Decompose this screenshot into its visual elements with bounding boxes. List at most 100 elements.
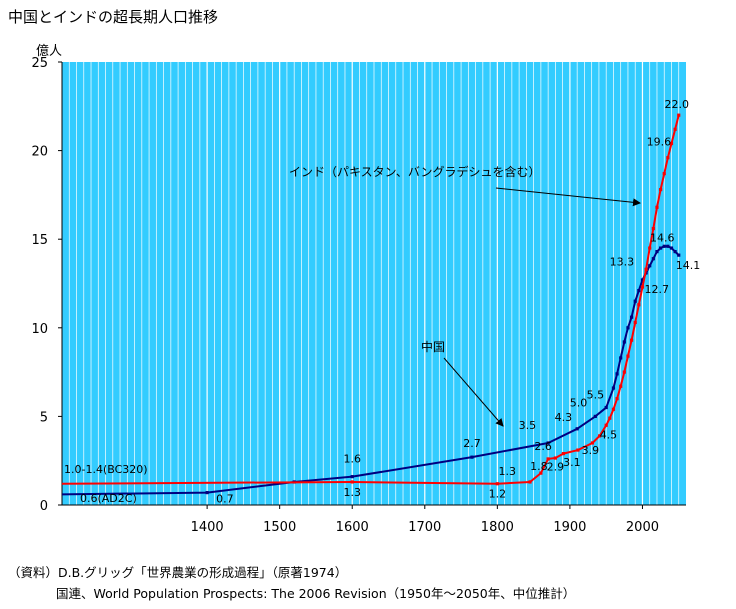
y-tick-label: 5 bbox=[40, 410, 48, 425]
china-data-point bbox=[470, 455, 474, 459]
y-axis-unit-label: 億人 bbox=[36, 44, 63, 59]
y-tick-label: 20 bbox=[31, 145, 48, 160]
china-data-point bbox=[669, 246, 674, 250]
china-data-label: 4.3 bbox=[555, 411, 573, 424]
india-data-label: 4.5 bbox=[600, 428, 618, 441]
india-data-point bbox=[629, 338, 634, 342]
india-data-point bbox=[677, 113, 681, 117]
india-data-label: 1.8 bbox=[530, 460, 548, 473]
india-annotation-arrow bbox=[495, 187, 641, 207]
china-annotation: 中国 bbox=[421, 339, 445, 354]
china-data-label: 14.6 bbox=[650, 231, 675, 244]
china-data-point bbox=[546, 441, 550, 445]
india-data-point bbox=[553, 456, 557, 460]
china-data-point bbox=[622, 340, 626, 344]
china-data-point bbox=[350, 475, 354, 479]
india-data-label: 13.3 bbox=[610, 255, 635, 268]
india-data-point bbox=[659, 187, 663, 192]
gridlines bbox=[68, 62, 680, 505]
india-data-point bbox=[644, 267, 648, 271]
x-tick-label: 1900 bbox=[553, 520, 586, 535]
ancient-india-label: 1.0-1.4(BC320) bbox=[64, 463, 148, 476]
series-layer bbox=[61, 113, 681, 496]
india-data-point bbox=[546, 457, 550, 461]
china-data-point bbox=[626, 326, 630, 330]
source-line-2: 国連、World Population Prospects: The 2006 … bbox=[56, 586, 576, 601]
x-axis-ticks: 1400 1500 1600 1700 1800 1900 2000 bbox=[191, 505, 659, 535]
india-data-point bbox=[604, 423, 608, 427]
china-data-point bbox=[593, 414, 597, 418]
china-data-point bbox=[655, 250, 659, 254]
x-tick-label: 1700 bbox=[408, 520, 441, 535]
china-data-point bbox=[666, 244, 670, 248]
india-data-point bbox=[528, 480, 532, 484]
india-data-label: 1.2 bbox=[489, 488, 507, 501]
y-tick-label: 25 bbox=[31, 56, 48, 71]
china-data-point bbox=[659, 246, 663, 250]
china-data-point bbox=[637, 288, 641, 293]
annotation-layer: 中国 インド（パキスタン、バングラデシュを含む） 0.6(AD2C) 1.0-1… bbox=[64, 164, 641, 505]
india-data-point bbox=[673, 127, 677, 131]
china-data-point bbox=[575, 427, 579, 431]
india-data-point bbox=[640, 285, 645, 289]
india-data-point bbox=[539, 471, 543, 475]
india-data-point bbox=[615, 397, 619, 401]
india-data-point bbox=[648, 246, 652, 250]
india-data-point bbox=[669, 141, 674, 146]
china-data-label: 12.7 bbox=[644, 283, 669, 296]
china-data-label: 5.0 bbox=[570, 396, 588, 409]
china-data-label: 2.7 bbox=[463, 437, 481, 450]
china-data-point bbox=[648, 264, 652, 268]
china-annotation-arrow bbox=[443, 357, 504, 427]
x-tick-label: 2000 bbox=[626, 520, 659, 535]
india-data-point bbox=[576, 448, 580, 452]
india-data-label: 2.9 bbox=[547, 461, 565, 474]
india-data-point bbox=[590, 441, 594, 445]
data-labels: 0.7 1.6 2.7 3.5 4.3 5.05.5 12.7 14.6 14.1 1.3 1.2 1… bbox=[216, 98, 700, 505]
china-data-point bbox=[604, 405, 608, 410]
chart-title: 中国とインドの超長期人口推移 bbox=[8, 8, 219, 26]
india-data-point bbox=[637, 303, 641, 307]
china-data-point bbox=[673, 250, 677, 254]
china-data-point bbox=[633, 299, 637, 303]
china-data-point bbox=[615, 372, 619, 376]
india-data-point bbox=[655, 205, 659, 209]
china-data-label: 1.6 bbox=[343, 453, 361, 466]
india-data-point bbox=[608, 416, 612, 420]
china-data-point bbox=[629, 315, 634, 319]
x-tick-label: 1800 bbox=[481, 520, 514, 535]
india-data-point bbox=[662, 172, 666, 176]
x-tick-label: 1400 bbox=[191, 520, 224, 535]
x-tick-label: 1600 bbox=[336, 520, 369, 535]
china-data-point bbox=[619, 356, 623, 360]
x-tick-label: 1500 bbox=[263, 520, 296, 535]
y-tick-label: 10 bbox=[31, 322, 48, 337]
china-data-point bbox=[662, 244, 666, 248]
y-tick-label: 0 bbox=[40, 499, 48, 514]
china-data-point bbox=[677, 253, 681, 257]
ancient-china-label: 0.6(AD2C) bbox=[80, 492, 137, 505]
india-data-point bbox=[598, 434, 602, 438]
india-data-label: 2.6 bbox=[534, 440, 552, 453]
india-data-label: 3.1 bbox=[563, 456, 581, 469]
source-line-1: （資料）D.B.グリッグ「世界農業の形成過程」（原著1974） bbox=[8, 565, 348, 580]
india-data-label: 1.3 bbox=[499, 465, 517, 478]
india-data-point bbox=[626, 354, 630, 358]
china-data-point bbox=[611, 386, 616, 390]
china-data-point bbox=[640, 278, 645, 282]
india-data-point bbox=[666, 156, 670, 160]
y-tick-label: 15 bbox=[31, 233, 48, 248]
china-data-label: 5.5 bbox=[587, 389, 605, 402]
india-data-point bbox=[495, 482, 499, 486]
india-data-point bbox=[651, 226, 655, 231]
india-data-point bbox=[561, 452, 565, 456]
india-data-label: 3.9 bbox=[582, 444, 600, 457]
india-data-point bbox=[633, 320, 637, 325]
china-data-label: 14.1 bbox=[676, 259, 701, 272]
india-data-point bbox=[619, 384, 623, 388]
china-data-label: 3.5 bbox=[519, 419, 537, 432]
india-data-point bbox=[350, 480, 354, 484]
india-data-label: 1.3 bbox=[343, 486, 361, 499]
china-data-point bbox=[651, 257, 655, 261]
y-axis-ticks: 0 5 10 15 20 25 bbox=[31, 56, 62, 514]
